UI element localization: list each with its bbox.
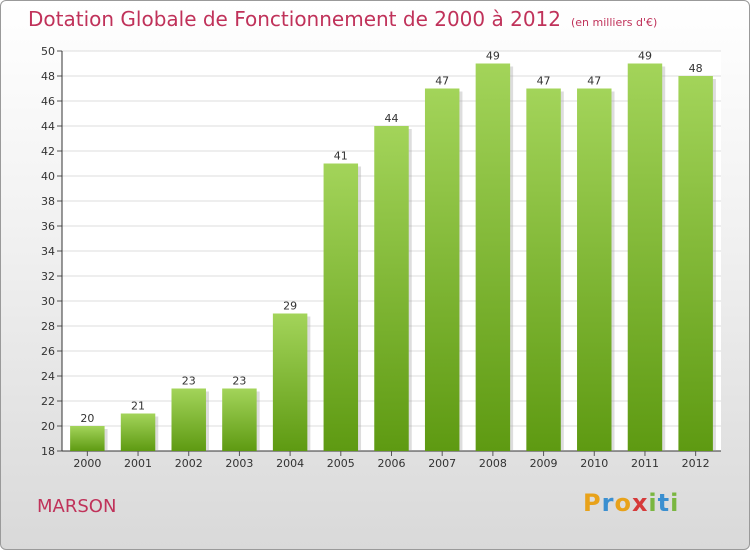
x-tick-label: 2009 xyxy=(530,457,558,470)
y-tick-label: 36 xyxy=(41,220,55,233)
data-label: 48 xyxy=(689,62,703,75)
logo-letter: i xyxy=(670,489,680,517)
y-tick-label: 30 xyxy=(41,295,55,308)
bar xyxy=(678,76,713,451)
data-label: 21 xyxy=(131,400,145,413)
bar xyxy=(272,313,308,451)
data-label: 44 xyxy=(385,112,399,125)
bar xyxy=(577,88,612,451)
x-tick-label: 2008 xyxy=(479,457,507,470)
x-tick-label: 2011 xyxy=(631,457,659,470)
logo-letter: P xyxy=(583,489,602,517)
bar xyxy=(323,163,359,451)
x-tick-label: 2005 xyxy=(327,457,355,470)
y-tick-label: 40 xyxy=(41,170,55,183)
logo-letter: o xyxy=(614,489,632,517)
commune-name: MARSON xyxy=(37,496,117,517)
bar xyxy=(526,88,561,451)
x-tick-label: 2003 xyxy=(225,457,253,470)
x-tick-label: 2012 xyxy=(682,457,710,470)
y-tick-label: 50 xyxy=(41,45,55,58)
bar xyxy=(424,88,460,451)
logo-letter: i xyxy=(648,489,658,517)
data-label: 49 xyxy=(638,50,652,63)
y-tick-label: 22 xyxy=(41,395,55,408)
data-label: 41 xyxy=(334,150,348,163)
bar xyxy=(222,388,257,451)
y-tick-label: 46 xyxy=(41,95,55,108)
data-label: 47 xyxy=(587,75,601,88)
data-label: 47 xyxy=(435,75,449,88)
y-tick-label: 26 xyxy=(41,345,55,358)
x-tick-label: 2010 xyxy=(580,457,608,470)
logo-letter: x xyxy=(631,489,649,517)
data-label: 20 xyxy=(80,412,94,425)
bar xyxy=(627,63,663,451)
x-tick-label: 2000 xyxy=(73,457,101,470)
bar xyxy=(70,426,105,451)
bar xyxy=(120,413,156,451)
y-tick-label: 32 xyxy=(41,270,55,283)
data-label: 23 xyxy=(232,375,246,388)
chart-unit: (en milliers d'€) xyxy=(571,16,658,29)
data-label: 47 xyxy=(537,75,551,88)
x-tick-label: 2001 xyxy=(124,457,152,470)
bar xyxy=(475,63,511,451)
data-label: 29 xyxy=(283,300,297,313)
y-tick-label: 38 xyxy=(41,195,55,208)
y-tick-label: 24 xyxy=(41,370,55,383)
logo-letter: t xyxy=(657,489,671,517)
x-tick-label: 2007 xyxy=(428,457,456,470)
data-label: 49 xyxy=(486,50,500,63)
y-tick-label: 42 xyxy=(41,145,55,158)
bar xyxy=(374,126,409,451)
bar xyxy=(171,388,206,451)
data-label: 23 xyxy=(182,375,196,388)
chart-title: Dotation Globale de Fonctionnement de 20… xyxy=(28,7,657,31)
y-tick-label: 44 xyxy=(41,120,55,133)
x-tick-label: 2006 xyxy=(378,457,406,470)
y-tick-label: 48 xyxy=(41,70,55,83)
x-tick-label: 2002 xyxy=(175,457,203,470)
y-tick-label: 18 xyxy=(41,445,55,458)
chart-title-text: Dotation Globale de Fonctionnement de 20… xyxy=(28,7,561,31)
y-tick-label: 34 xyxy=(41,245,55,258)
x-tick-label: 2004 xyxy=(276,457,304,470)
y-tick-label: 20 xyxy=(41,420,55,433)
y-tick-label: 28 xyxy=(41,320,55,333)
proxiti-logo: Proxiti xyxy=(583,489,679,517)
logo-letter: r xyxy=(601,489,615,517)
